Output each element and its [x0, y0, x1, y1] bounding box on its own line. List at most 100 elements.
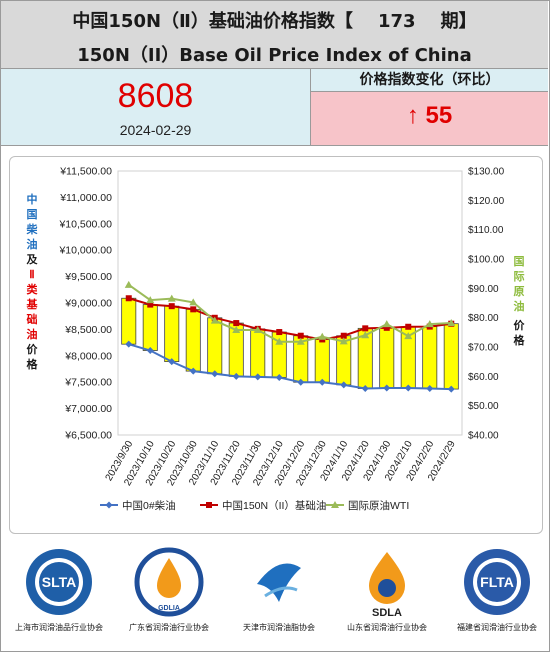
- y-left-tick-label: ¥9,500.00: [64, 271, 112, 283]
- base-oil-marker: [206, 502, 212, 508]
- diesel-marker: [447, 385, 455, 393]
- legend-label: 国际原油WTI: [348, 499, 409, 512]
- legend-label: 中国0#柴油: [122, 499, 176, 512]
- change-label: 价格指数变化（环比）: [311, 69, 548, 92]
- wti-marker: [296, 337, 305, 345]
- y-left-tick-label: ¥11,000.00: [59, 192, 112, 204]
- y-left-tick-label: ¥11,500.00: [59, 166, 112, 178]
- diesel-marker: [318, 378, 326, 386]
- diesel-marker: [361, 385, 369, 393]
- y-left-label-char: 格: [27, 357, 39, 371]
- y-left-tick-label: ¥7,000.00: [64, 403, 112, 415]
- y-right-tick-label: $120.00: [468, 196, 505, 207]
- logo-caption: 上海市润滑油品行业协会: [15, 623, 103, 632]
- y-right-tick-label: $100.00: [468, 255, 505, 266]
- gdlia-logo-icon: GDLIA: [134, 547, 204, 617]
- diesel-marker: [105, 501, 113, 509]
- base-oil-marker: [168, 303, 175, 310]
- index-value: 8608: [117, 77, 194, 115]
- diesel-marker: [189, 367, 197, 375]
- y-right-label-char: 国: [514, 255, 525, 268]
- diesel-marker: [254, 373, 262, 381]
- chart-area: ¥11,500.00 ¥11,000.00 ¥10,500.00 ¥10,000.00…: [9, 156, 543, 534]
- wti-marker: [253, 325, 262, 333]
- association-logo: 天津市润滑油脂协会: [227, 544, 331, 649]
- y-right-label-char: 价: [514, 319, 526, 332]
- wti-marker: [339, 337, 348, 345]
- change-value: 55: [425, 102, 453, 129]
- wti-marker: [318, 332, 327, 340]
- tianjin-logo-icon: [257, 563, 301, 602]
- y-left-label-char: 柴: [26, 222, 39, 236]
- title-english: 150N（II）Base Oil Price Index of China: [77, 45, 472, 66]
- y-right-tick-label: $50.00: [468, 401, 499, 412]
- base-oil-marker: [276, 329, 283, 336]
- wti-marker: [425, 320, 434, 328]
- series-line: [128, 297, 452, 341]
- band-bar: [250, 328, 266, 378]
- y-left-label-char: Ⅱ: [29, 269, 34, 281]
- band-bar: [164, 305, 180, 363]
- flta-logo-icon: FLTA: [464, 549, 530, 615]
- wti-marker: [447, 318, 456, 326]
- y-right-label-char: 原: [514, 285, 525, 298]
- diesel-marker: [211, 370, 219, 378]
- y-right-tick-label: $40.00: [468, 431, 499, 442]
- y-left-label-char: 国: [27, 208, 38, 221]
- wti-marker: [331, 501, 339, 508]
- association-logo: SLTA 上海市润滑油品行业协会: [7, 544, 111, 649]
- diesel-marker: [297, 378, 305, 386]
- y-right-tick-label: $80.00: [468, 313, 499, 324]
- wti-marker: [361, 331, 370, 339]
- y-right-tick-label: $130.00: [468, 167, 505, 178]
- sdla-logo-icon: SDLA: [369, 552, 405, 619]
- wti-marker: [210, 316, 219, 324]
- y-left-tick-label: ¥8,500.00: [64, 324, 112, 336]
- y-left-tick-label: ¥9,000.00: [64, 298, 112, 310]
- band-bar: [207, 317, 223, 375]
- logo-caption: 山东省润滑油行业协会: [347, 623, 427, 632]
- base-oil-marker: [405, 323, 412, 330]
- y-left-tick-label: ¥10,000.00: [58, 245, 112, 257]
- band-bar: [121, 297, 137, 345]
- svg-text:SLTA: SLTA: [42, 574, 76, 590]
- y-right-label-char: 际: [514, 269, 525, 283]
- index-date: 2024-02-29: [119, 122, 192, 138]
- change-panel: ↑ 55: [311, 92, 548, 146]
- wti-marker: [124, 280, 133, 288]
- y-left-label-char: 础: [27, 312, 38, 326]
- title-chinese: 中国150N（Ⅱ）基础油价格指数【 173 期】: [72, 11, 477, 32]
- plot-area: [117, 170, 463, 436]
- svg-text:FLTA: FLTA: [480, 574, 514, 590]
- y-right-tick-label: $70.00: [468, 343, 499, 354]
- diesel-marker: [232, 372, 240, 380]
- header: 中国150N（Ⅱ）基础油价格指数【 173 期】 150N（II）Base Oi…: [1, 1, 548, 69]
- wti-marker: [275, 337, 284, 345]
- logo-caption: 福建省润滑油行业协会: [457, 623, 537, 632]
- legend-label: 中国150N（II）基础油: [222, 499, 326, 512]
- band-bar: [314, 339, 330, 383]
- base-oil-marker: [362, 325, 369, 332]
- up-arrow-icon: ↑: [406, 102, 419, 129]
- y-right-label-char: 油: [514, 299, 525, 313]
- y-left-label-char: 油: [27, 237, 38, 251]
- y-left-label-char: 类: [27, 282, 39, 296]
- diesel-marker: [340, 381, 348, 389]
- base-oil-marker: [340, 332, 347, 339]
- svg-text:SDLA: SDLA: [372, 607, 402, 619]
- y-left-tick-label: ¥6,500.00: [64, 430, 112, 442]
- wti-marker: [189, 298, 198, 306]
- base-oil-marker: [233, 320, 240, 327]
- series-line: [128, 283, 452, 343]
- diesel-marker: [426, 385, 434, 393]
- diesel-marker: [146, 347, 154, 355]
- price-chart: ¥11,500.00 ¥11,000.00 ¥10,500.00 ¥10,000.00…: [26, 166, 526, 513]
- base-oil-marker: [190, 306, 197, 313]
- base-oil-marker: [147, 301, 154, 308]
- wti-marker: [167, 294, 176, 302]
- y-left-label-char: 油: [27, 327, 38, 341]
- wti-marker: [232, 325, 241, 333]
- y-right-tick-label: $90.00: [468, 284, 499, 295]
- logo-caption: 天津市润滑油脂协会: [243, 623, 315, 632]
- y-right-tick-label: $110.00: [468, 225, 504, 236]
